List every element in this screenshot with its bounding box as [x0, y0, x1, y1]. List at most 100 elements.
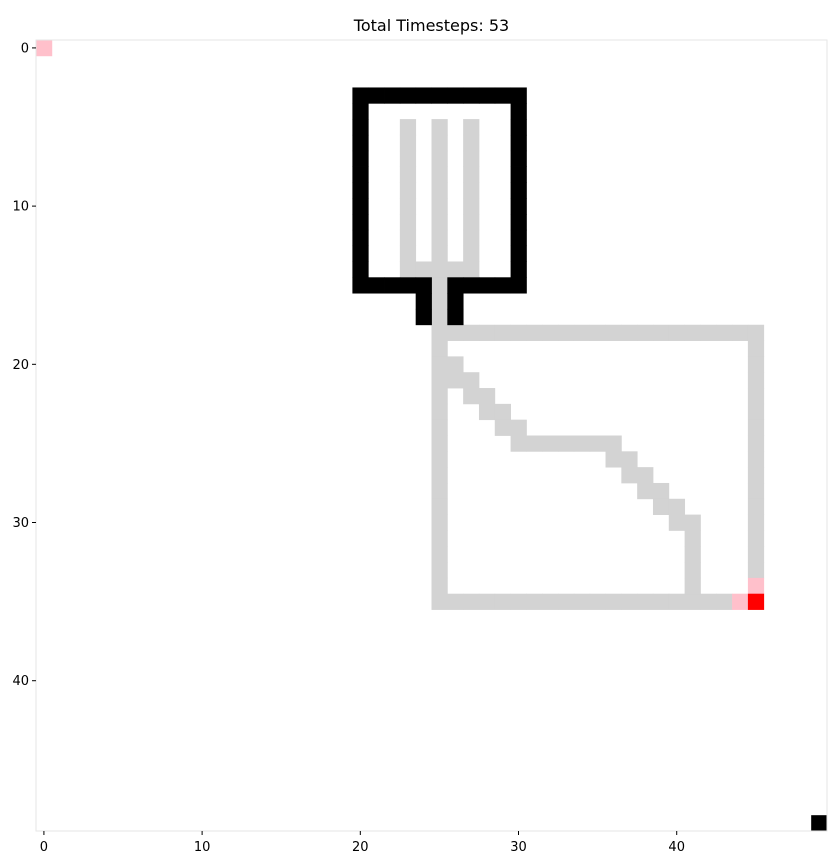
- trail-cell: [558, 593, 575, 610]
- wall-cell: [352, 119, 369, 136]
- wall-cell: [811, 815, 828, 832]
- trail-cell: [447, 372, 464, 389]
- trail-cell: [747, 546, 765, 563]
- trail-cell: [431, 546, 448, 563]
- plot-frame: [35, 39, 828, 832]
- wall-cell: [447, 87, 464, 104]
- trail-cell: [510, 324, 527, 341]
- trail-cell: [463, 119, 480, 136]
- trail-cell: [747, 514, 765, 531]
- trail-cell: [399, 198, 417, 215]
- x-tick-label: 0: [40, 840, 48, 855]
- grid-cells: [36, 40, 828, 832]
- trail-cell: [431, 388, 448, 405]
- trail-cell: [684, 546, 701, 563]
- trail-cell: [431, 435, 448, 452]
- x-tick-label: 40: [668, 840, 685, 855]
- wall-cell: [478, 87, 496, 104]
- trail-cell: [431, 229, 448, 247]
- trail-cell: [399, 261, 417, 278]
- trail-cell: [399, 182, 417, 199]
- trail-cell: [716, 593, 733, 610]
- trail-cell: [605, 324, 622, 341]
- trail-cell: [637, 482, 654, 500]
- trail-cell: [668, 498, 686, 515]
- trail-cell: [463, 198, 480, 215]
- wall-cell: [510, 229, 527, 247]
- trail-cell: [684, 593, 701, 610]
- trail-cell: [700, 324, 717, 341]
- x-tick-label: 30: [510, 840, 527, 855]
- trail-cell: [431, 403, 448, 421]
- trail-cell: [463, 388, 480, 405]
- trail-cell: [431, 593, 448, 610]
- trail-cell: [431, 308, 448, 326]
- trail-cell: [668, 324, 686, 341]
- trail-cell: [589, 324, 606, 341]
- trail-cell: [447, 261, 464, 278]
- trail-cell: [747, 372, 765, 389]
- trail-cell: [431, 134, 448, 152]
- trail-cell: [447, 356, 464, 373]
- trail-cell: [700, 593, 717, 610]
- trail-cell: [668, 514, 686, 531]
- trail-cell: [747, 467, 765, 484]
- wall-cell: [510, 198, 527, 215]
- wall-cell: [510, 150, 527, 167]
- trail-cell: [431, 467, 448, 484]
- trail-cell: [526, 435, 543, 452]
- trail-cell: [463, 134, 480, 152]
- trail-cell: [431, 119, 448, 136]
- trail-cell: [431, 419, 448, 436]
- wall-cell: [352, 150, 369, 167]
- trail-cell: [431, 214, 448, 231]
- trail-cell: [478, 324, 496, 341]
- trail-cell: [605, 593, 622, 610]
- trail-cell: [431, 356, 448, 373]
- wall-cell: [447, 277, 464, 294]
- trail-cell: [399, 150, 417, 167]
- wall-cell: [352, 229, 369, 247]
- trail-cell: [652, 324, 670, 341]
- trail-cell: [431, 245, 448, 262]
- trail-cell: [431, 498, 448, 515]
- trail-cell: [463, 182, 480, 199]
- trail-cell: [621, 324, 638, 341]
- trail-cell: [431, 372, 448, 389]
- trail-cell: [684, 514, 701, 531]
- trail-cell: [542, 324, 559, 341]
- trail-cell: [399, 245, 417, 262]
- trail-cell: [542, 593, 559, 610]
- y-tick-label: 0: [21, 41, 29, 56]
- trail-cell: [558, 435, 575, 452]
- trail-cell: [621, 593, 638, 610]
- trail-cell: [526, 324, 543, 341]
- trail-cell: [415, 261, 432, 278]
- trail-cell: [732, 324, 749, 341]
- trail-cell: [431, 198, 448, 215]
- wall-cell: [510, 214, 527, 231]
- trail-cell: [431, 150, 448, 167]
- trail-cell: [652, 498, 670, 515]
- trail-cell: [652, 482, 670, 500]
- wall-cell: [415, 87, 432, 104]
- wall-cell: [510, 166, 527, 183]
- wall-cell: [368, 277, 385, 294]
- trail-cell: [684, 562, 701, 579]
- wall-cell: [352, 277, 369, 294]
- agent-trace-cell: [732, 593, 749, 610]
- wall-cell: [447, 293, 464, 310]
- trail-cell: [573, 435, 591, 452]
- wall-cell: [352, 214, 369, 231]
- wall-cell: [510, 245, 527, 262]
- trail-cell: [478, 388, 496, 405]
- trail-cell: [494, 419, 511, 436]
- wall-cell: [415, 277, 432, 294]
- trail-cell: [399, 119, 417, 136]
- wall-cell: [510, 119, 527, 136]
- trail-cell: [747, 498, 765, 515]
- wall-cell: [384, 87, 401, 104]
- trail-cell: [431, 451, 448, 468]
- trail-cell: [747, 340, 765, 357]
- trail-cell: [494, 593, 511, 610]
